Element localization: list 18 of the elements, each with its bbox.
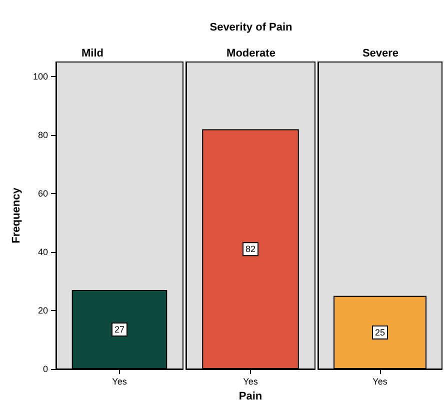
y-tick-label: 100 — [32, 72, 48, 82]
y-tick-label: 80 — [38, 130, 48, 140]
y-tick-label: 40 — [38, 247, 48, 258]
x-tick-label: Yes — [112, 376, 128, 386]
chart-title: Severe — [362, 48, 399, 60]
x-tick-label: Yes — [372, 376, 388, 386]
data-label: 25 — [374, 327, 386, 338]
text: Severity of Pain — [210, 22, 293, 34]
chart-title: Mild — [82, 48, 104, 60]
data-label: 27 — [114, 324, 125, 335]
y-tick-label: 0 — [42, 364, 48, 374]
data-label: 82 — [245, 244, 256, 254]
x-axis-title: Pain — [238, 390, 262, 402]
y-tick-label: 60 — [38, 188, 48, 199]
y-axis-title: Frequency — [10, 186, 23, 244]
x-tick-label: Yes — [243, 376, 258, 386]
chart-title: Moderate — [226, 48, 276, 60]
y-tick-label: 20 — [38, 306, 48, 316]
